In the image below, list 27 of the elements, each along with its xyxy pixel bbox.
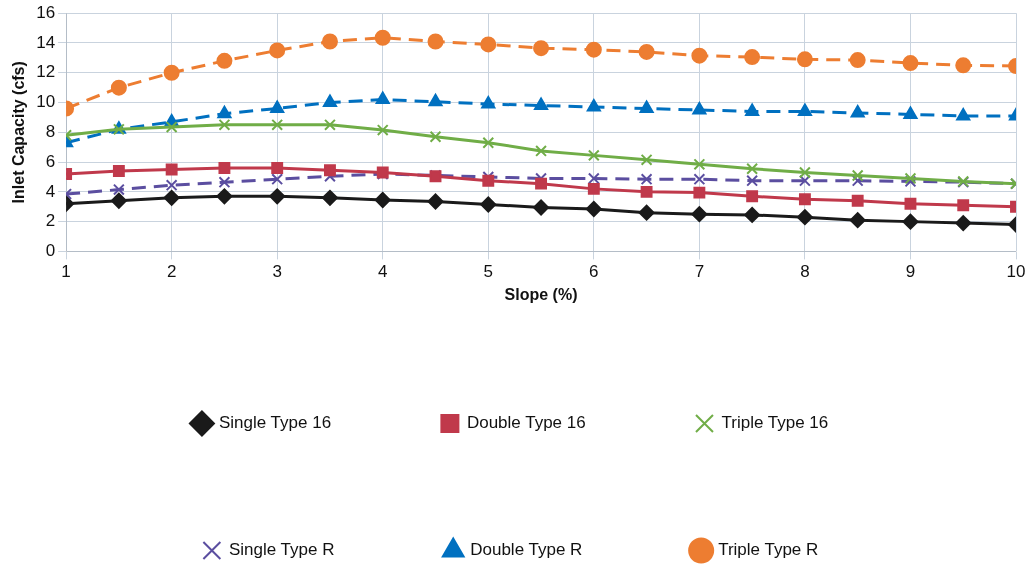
y-tick-label: 4: [45, 181, 56, 201]
legend-label: Triple Type R: [718, 540, 819, 560]
x-tick-label: 10: [1006, 262, 1026, 282]
y-tick-label: 14: [36, 32, 56, 52]
legend-label: Double Type 16: [466, 413, 586, 433]
y-tick-label: 8: [45, 121, 56, 141]
x-tick-label: 7: [694, 262, 705, 282]
x-tick-label: 8: [800, 262, 810, 282]
x-tick-label: 9: [905, 262, 916, 282]
y-tick-label: 10: [36, 92, 56, 112]
legend-label: Single Type 16: [218, 413, 332, 433]
y-tick-label: 12: [36, 62, 56, 82]
x-tick-label: 2: [166, 262, 177, 282]
x-tick-label: 6: [589, 262, 599, 282]
y-tick-label: 2: [45, 211, 56, 231]
y-tick-label: 16: [36, 2, 56, 22]
legend-label: Triple Type 16: [721, 413, 829, 433]
x-tick-label: 3: [272, 262, 282, 282]
x-tick-label: 1: [61, 262, 71, 282]
x-axis-title: Slope (%): [504, 285, 578, 303]
legend-label: Single Type R: [228, 540, 335, 560]
y-axis-title: Inlet Capacity (cfs): [10, 61, 28, 204]
x-tick-label: 5: [483, 262, 494, 282]
y-tick-label: 0: [45, 241, 56, 261]
y-tick-label: 6: [45, 151, 56, 171]
x-tick-label: 4: [378, 262, 388, 282]
legend-label: Double Type R: [470, 540, 583, 560]
